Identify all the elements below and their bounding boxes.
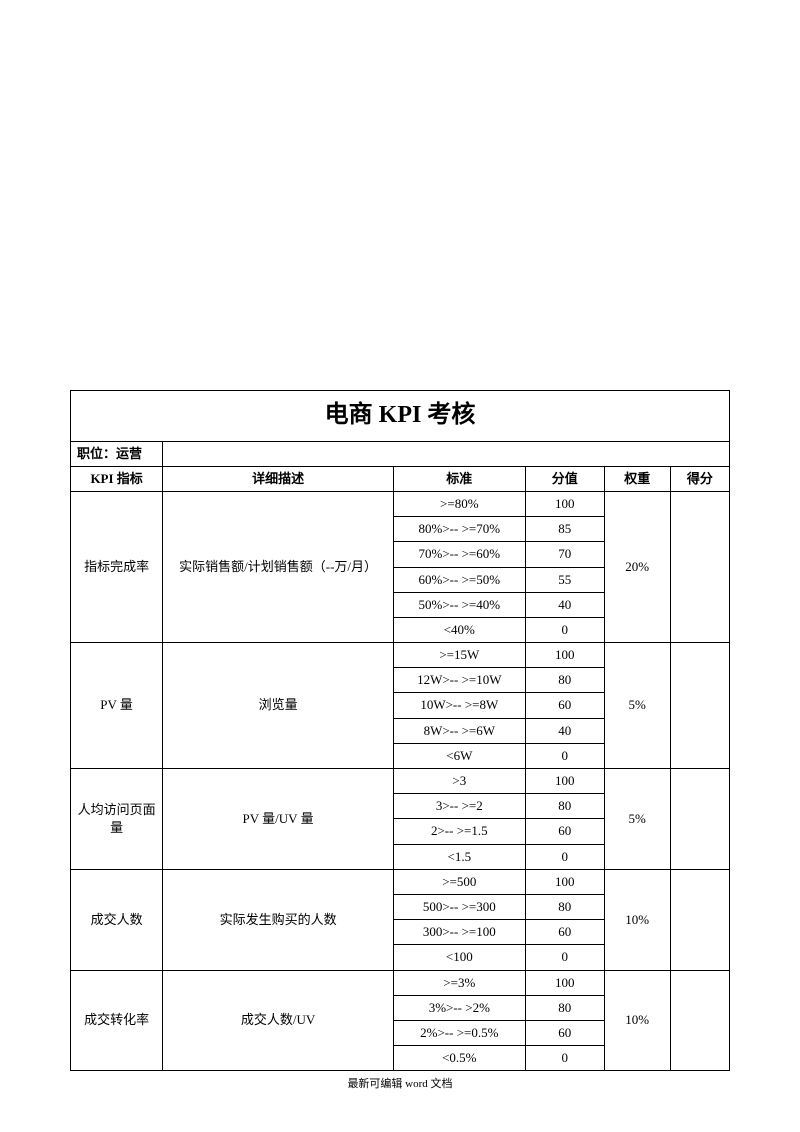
header-result: 得分 [670,466,729,491]
standard-cell: >=15W [393,643,525,668]
position-blank [163,441,730,466]
standard-cell: <100 [393,945,525,970]
standard-cell: 50%>-- >=40% [393,592,525,617]
result-cell [670,970,729,1071]
weight-cell: 10% [604,970,670,1071]
kpi-name: PV 量 [71,643,163,769]
standard-cell: 60%>-- >=50% [393,567,525,592]
kpi-desc: 成交人数/UV [163,970,394,1071]
score-cell: 60 [525,1020,604,1045]
score-cell: 80 [525,894,604,919]
standard-cell: 10W>-- >=8W [393,693,525,718]
weight-cell: 5% [604,643,670,769]
kpi-name: 人均访问页面量 [71,769,163,870]
standard-cell: 80%>-- >=70% [393,517,525,542]
table-title: 电商 KPI 考核 [71,391,730,442]
standard-cell: >=3% [393,970,525,995]
result-cell [670,491,729,642]
score-cell: 55 [525,567,604,592]
standard-cell: <1.5 [393,844,525,869]
standard-cell: >=500 [393,869,525,894]
kpi-table: 电商 KPI 考核 职位：运营 KPI 指标 详细描述 标准 分值 权重 得分 … [70,390,730,1071]
score-cell: 80 [525,668,604,693]
standard-cell: 500>-- >=300 [393,894,525,919]
score-cell: 0 [525,743,604,768]
result-cell [670,769,729,870]
standard-cell: >=80% [393,491,525,516]
standard-cell: 2%>-- >=0.5% [393,1020,525,1045]
header-score: 分值 [525,466,604,491]
weight-cell: 5% [604,769,670,870]
kpi-name: 成交转化率 [71,970,163,1071]
standard-cell: >3 [393,769,525,794]
score-cell: 0 [525,844,604,869]
standard-cell: 12W>-- >=10W [393,668,525,693]
weight-cell: 20% [604,491,670,642]
standard-cell: 2>-- >=1.5 [393,819,525,844]
standard-cell: <6W [393,743,525,768]
kpi-desc: 实际销售额/计划销售额（--万/月） [163,491,394,642]
standard-cell: 3>-- >=2 [393,794,525,819]
standard-cell: 70%>-- >=60% [393,542,525,567]
result-cell [670,869,729,970]
score-cell: 100 [525,643,604,668]
kpi-desc: 实际发生购买的人数 [163,869,394,970]
kpi-name: 指标完成率 [71,491,163,642]
score-cell: 100 [525,491,604,516]
score-cell: 80 [525,995,604,1020]
score-cell: 70 [525,542,604,567]
score-cell: 100 [525,769,604,794]
position-label: 职位：运营 [71,441,163,466]
weight-cell: 10% [604,869,670,970]
kpi-desc: PV 量/UV 量 [163,769,394,870]
header-kpi: KPI 指标 [71,466,163,491]
header-desc: 详细描述 [163,466,394,491]
score-cell: 0 [525,1046,604,1071]
score-cell: 100 [525,970,604,995]
score-cell: 40 [525,592,604,617]
score-cell: 85 [525,517,604,542]
score-cell: 0 [525,945,604,970]
kpi-desc: 浏览量 [163,643,394,769]
kpi-name: 成交人数 [71,869,163,970]
result-cell [670,643,729,769]
score-cell: 60 [525,920,604,945]
score-cell: 60 [525,819,604,844]
score-cell: 80 [525,794,604,819]
standard-cell: 300>-- >=100 [393,920,525,945]
standard-cell: 8W>-- >=6W [393,718,525,743]
score-cell: 40 [525,718,604,743]
page-footer: 最新可编辑 word 文档 [70,1075,730,1091]
score-cell: 0 [525,617,604,642]
standard-cell: 3%>-- >2% [393,995,525,1020]
score-cell: 60 [525,693,604,718]
score-cell: 100 [525,869,604,894]
header-weight: 权重 [604,466,670,491]
standard-cell: <0.5% [393,1046,525,1071]
standard-cell: <40% [393,617,525,642]
header-standard: 标准 [393,466,525,491]
